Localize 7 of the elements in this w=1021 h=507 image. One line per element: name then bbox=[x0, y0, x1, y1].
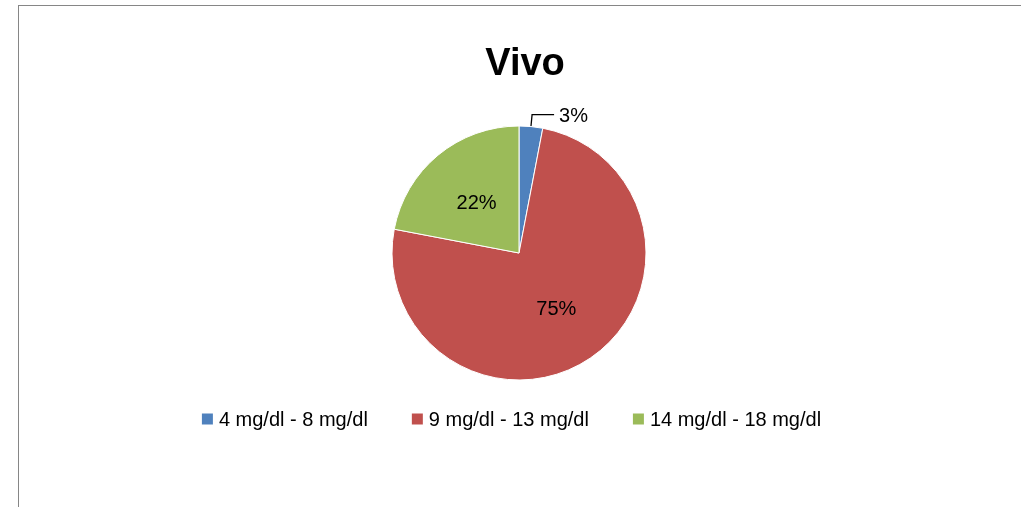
legend-label: 14 mg/dl - 18 mg/dl bbox=[649, 408, 822, 430]
chart-title: Vivo bbox=[485, 41, 565, 83]
data-label: 3% bbox=[559, 103, 589, 126]
legend-label: 9 mg/dl - 13 mg/dl bbox=[428, 408, 589, 430]
legend-label: 4 mg/dl - 8 mg/dl bbox=[218, 408, 368, 430]
data-label: 22% bbox=[456, 190, 497, 213]
data-label: 75% bbox=[536, 297, 577, 319]
